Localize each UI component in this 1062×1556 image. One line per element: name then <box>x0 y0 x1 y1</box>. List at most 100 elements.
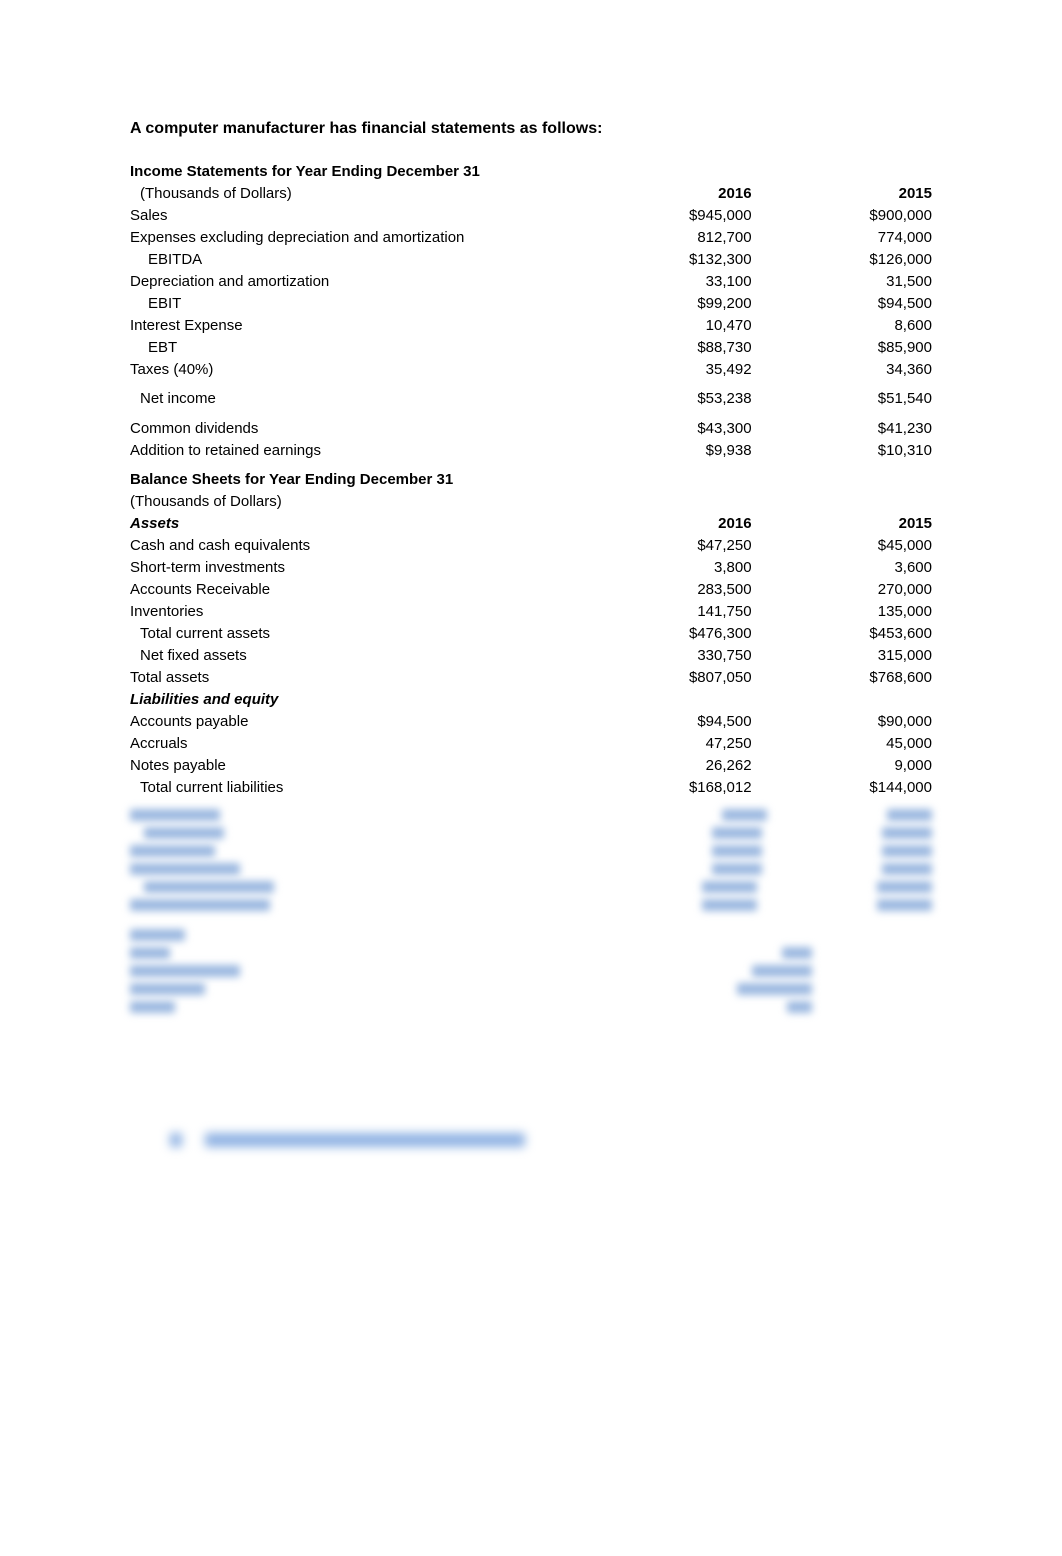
asset-row-label: Total assets <box>130 667 571 689</box>
obscured-question-number <box>170 1133 182 1147</box>
income-row-value-2016: 35,492 <box>571 358 751 380</box>
income-row-label: Taxes (40%) <box>130 358 571 380</box>
income-row-value-2015: 8,600 <box>752 314 932 336</box>
liability-row-label: Total current liabilities <box>130 777 571 799</box>
question-area <box>130 1133 932 1152</box>
obscured-label <box>130 845 215 857</box>
obscured-value <box>787 1001 812 1013</box>
obscured-value <box>882 863 932 875</box>
asset-row-value-2016: 3,800 <box>571 557 751 579</box>
asset-row-value-2015: 3,600 <box>752 557 932 579</box>
liability-row-value-2015: $90,000 <box>752 711 932 733</box>
obscured-value <box>737 983 812 995</box>
income-row-value-2016: $53,238 <box>571 380 751 410</box>
income-row-value-2015: $41,230 <box>752 410 932 440</box>
asset-row-value-2015: $453,600 <box>752 623 932 645</box>
year-column-1: 2016 <box>571 182 751 204</box>
asset-row-label: Cash and cash equivalents <box>130 535 571 557</box>
income-row-value-2015: $126,000 <box>752 248 932 270</box>
balance-sheet-header: Balance Sheets for Year Ending December … <box>130 461 571 491</box>
income-row-value-2015: 31,500 <box>752 270 932 292</box>
income-row-value-2016: $132,300 <box>571 248 751 270</box>
liability-row-value-2016: $168,012 <box>571 777 751 799</box>
income-row-label: EBITDA <box>130 248 571 270</box>
obscured-value <box>782 947 812 959</box>
income-row-value-2016: $945,000 <box>571 204 751 226</box>
assets-header: Assets <box>130 513 571 535</box>
obscured-value <box>877 899 932 911</box>
income-row-value-2015: $94,500 <box>752 292 932 314</box>
asset-row-value-2016: $47,250 <box>571 535 751 557</box>
income-row-label: Interest Expense <box>130 314 571 336</box>
liabilities-header: Liabilities and equity <box>130 689 571 711</box>
income-row-value-2015: $900,000 <box>752 204 932 226</box>
income-statement-header: Income Statements for Year Ending Decemb… <box>130 160 571 182</box>
obscured-label <box>130 965 240 977</box>
obscured-label <box>130 809 220 821</box>
obscured-label <box>144 827 224 839</box>
liability-row-value-2016: $94,500 <box>571 711 751 733</box>
obscured-value <box>877 881 932 893</box>
obscured-value <box>702 881 757 893</box>
obscured-value <box>712 827 762 839</box>
year-column-2: 2015 <box>752 182 932 204</box>
obscured-label <box>130 1001 175 1013</box>
income-row-value-2016: $43,300 <box>571 410 751 440</box>
obscured-value <box>712 863 762 875</box>
income-row-value-2016: 33,100 <box>571 270 751 292</box>
income-row-value-2015: $85,900 <box>752 336 932 358</box>
asset-row-label: Short-term investments <box>130 557 571 579</box>
income-row-label: Depreciation and amortization <box>130 270 571 292</box>
liability-row-label: Accruals <box>130 733 571 755</box>
obscured-label <box>130 899 270 911</box>
liability-row-value-2015: 9,000 <box>752 755 932 777</box>
asset-row-value-2016: 330,750 <box>571 645 751 667</box>
obscured-label <box>130 929 185 941</box>
income-row-value-2015: 774,000 <box>752 226 932 248</box>
income-row-value-2016: 10,470 <box>571 314 751 336</box>
income-row-label: Net income <box>130 380 571 410</box>
income-row-value-2016: $99,200 <box>571 292 751 314</box>
income-row-value-2015: $51,540 <box>752 380 932 410</box>
obscured-label <box>144 881 274 893</box>
income-row-value-2016: $88,730 <box>571 336 751 358</box>
obscured-value <box>712 845 762 857</box>
financial-statements-table: Income Statements for Year Ending Decemb… <box>130 160 932 799</box>
asset-row-label: Inventories <box>130 601 571 623</box>
asset-row-value-2015: 135,000 <box>752 601 932 623</box>
liability-row-value-2015: 45,000 <box>752 733 932 755</box>
obscured-value <box>722 809 767 821</box>
asset-row-value-2016: 141,750 <box>571 601 751 623</box>
liability-row-value-2015: $144,000 <box>752 777 932 799</box>
units-label-2: (Thousands of Dollars) <box>130 491 571 513</box>
year-column-1b: 2016 <box>571 513 751 535</box>
asset-row-label: Accounts Receivable <box>130 579 571 601</box>
page-title: A computer manufacturer has financial st… <box>130 120 932 138</box>
liability-row-value-2016: 26,262 <box>571 755 751 777</box>
income-row-label: EBIT <box>130 292 571 314</box>
asset-row-value-2015: 270,000 <box>752 579 932 601</box>
asset-row-value-2016: 283,500 <box>571 579 751 601</box>
obscured-value <box>702 899 757 911</box>
income-row-value-2016: 812,700 <box>571 226 751 248</box>
asset-row-label: Total current assets <box>130 623 571 645</box>
income-row-label: EBT <box>130 336 571 358</box>
income-row-label: Expenses excluding depreciation and amor… <box>130 226 571 248</box>
income-row-value-2015: 34,360 <box>752 358 932 380</box>
obscured-value <box>752 965 812 977</box>
obscured-question-text <box>205 1133 525 1147</box>
asset-row-value-2016: $476,300 <box>571 623 751 645</box>
year-column-2b: 2015 <box>752 513 932 535</box>
liability-row-label: Accounts payable <box>130 711 571 733</box>
obscured-value <box>882 845 932 857</box>
obscured-label <box>130 947 170 959</box>
income-row-value-2016: $9,938 <box>571 439 751 461</box>
income-row-label: Common dividends <box>130 410 571 440</box>
asset-row-value-2015: 315,000 <box>752 645 932 667</box>
obscured-value <box>882 827 932 839</box>
income-row-label: Addition to retained earnings <box>130 439 571 461</box>
liability-row-label: Notes payable <box>130 755 571 777</box>
income-row-label: Sales <box>130 204 571 226</box>
obscured-label <box>130 983 205 995</box>
asset-row-value-2016: $807,050 <box>571 667 751 689</box>
